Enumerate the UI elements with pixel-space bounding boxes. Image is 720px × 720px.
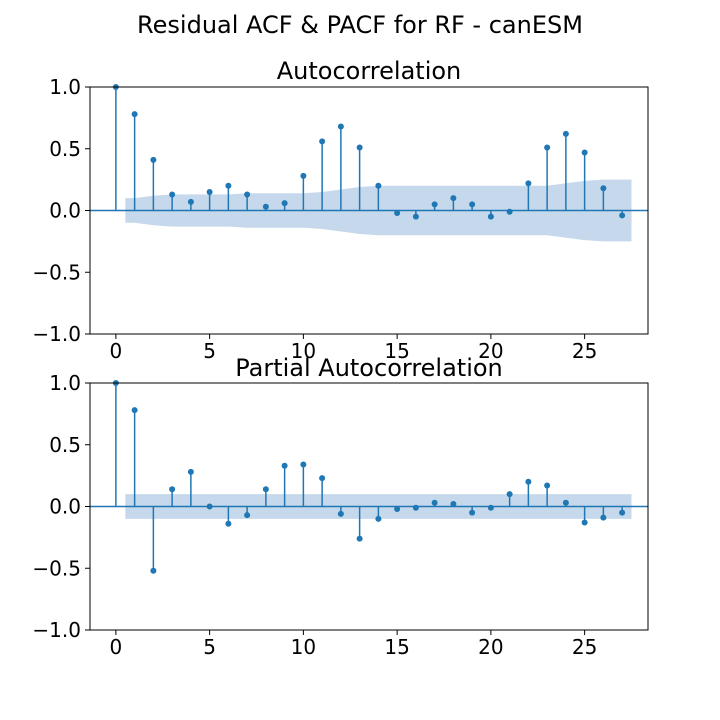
acf-marker-lag-5: [206, 188, 213, 195]
pacf-xtick-label-10: 10: [291, 635, 316, 659]
pacf-marker-lag-10: [300, 461, 307, 468]
pacf-marker-lag-5: [206, 503, 213, 510]
pacf-marker-lag-22: [525, 478, 532, 485]
pacf-marker-lag-4: [187, 468, 194, 475]
pacf-ytick-label-2: 0.0: [49, 495, 81, 519]
pacf-marker-lag-21: [506, 491, 513, 498]
pacf-title: Partial Autocorrelation: [235, 354, 503, 382]
acf-marker-lag-16: [412, 213, 419, 220]
pacf-marker-lag-16: [412, 504, 419, 511]
acf-marker-lag-18: [450, 195, 457, 202]
pacf-xtick-label-5: 5: [203, 635, 216, 659]
acf-xtick-label-25: 25: [572, 339, 597, 363]
pacf-xtick-label-20: 20: [478, 635, 503, 659]
acf-marker-lag-9: [281, 200, 288, 207]
acf-marker-lag-4: [187, 198, 194, 205]
acf-xtick-label-0: 0: [110, 339, 123, 363]
pacf-ytick-label-0: 1.0: [49, 371, 81, 395]
acf-marker-lag-7: [244, 191, 251, 198]
acf-ytick-label-2: 0.0: [49, 199, 81, 223]
pacf-xtick-label-25: 25: [572, 635, 597, 659]
acf-marker-lag-3: [169, 191, 176, 198]
pacf-ytick-label-4: −1.0: [32, 618, 81, 642]
pacf-marker-lag-12: [337, 510, 344, 517]
acf-marker-lag-15: [394, 209, 401, 216]
pacf-marker-lag-9: [281, 462, 288, 469]
acf-title: Autocorrelation: [277, 57, 462, 85]
pacf-ytick-label-1: 0.5: [49, 433, 81, 457]
pacf-marker-lag-25: [581, 519, 588, 526]
acf-ytick-label-1: 0.5: [49, 137, 81, 161]
acf-marker-lag-2: [150, 156, 157, 163]
acf-xtick-label-10: 10: [291, 339, 316, 363]
acf-ytick-label-0: 1.0: [49, 75, 81, 99]
pacf-marker-lag-11: [319, 475, 326, 482]
pacf-xtick-label-15: 15: [384, 635, 409, 659]
pacf-marker-lag-13: [356, 535, 363, 542]
acf-marker-lag-11: [319, 138, 326, 145]
acf-ytick-label-3: −0.5: [32, 260, 81, 284]
acf-marker-lag-6: [225, 182, 232, 189]
pacf-marker-lag-18: [450, 501, 457, 508]
acf-xtick-label-15: 15: [384, 339, 409, 363]
acf-marker-lag-20: [487, 213, 494, 220]
acf-marker-lag-19: [469, 201, 476, 208]
pacf-ytick-label-3: −0.5: [32, 556, 81, 580]
pacf-marker-lag-19: [469, 509, 476, 516]
pacf-marker-lag-17: [431, 499, 438, 506]
pacf-marker-lag-27: [619, 509, 626, 516]
acf-marker-lag-26: [600, 185, 607, 192]
pacf-marker-lag-7: [244, 512, 251, 519]
pacf-marker-lag-26: [600, 514, 607, 521]
pacf-marker-lag-23: [544, 482, 551, 489]
acf-marker-lag-23: [544, 144, 551, 151]
acf-xtick-label-5: 5: [203, 339, 216, 363]
acf-marker-lag-25: [581, 149, 588, 156]
acf-marker-lag-17: [431, 201, 438, 208]
acf-marker-lag-21: [506, 208, 513, 215]
figure-title: Residual ACF & PACF for RF - canESM: [137, 11, 583, 39]
pacf-marker-lag-1: [131, 407, 138, 414]
acf-marker-lag-27: [619, 212, 626, 219]
pacf-marker-lag-20: [487, 504, 494, 511]
pacf-marker-lag-6: [225, 520, 232, 527]
pacf-marker-lag-14: [375, 515, 382, 522]
pacf-marker-lag-24: [562, 499, 569, 506]
acf-xtick-label-20: 20: [478, 339, 503, 363]
acf-marker-lag-10: [300, 172, 307, 179]
acf-marker-lag-8: [262, 203, 269, 210]
acf-marker-lag-1: [131, 111, 138, 118]
acf-marker-lag-24: [562, 130, 569, 137]
acf-ytick-label-4: −1.0: [32, 322, 81, 346]
pacf-panel: Partial Autocorrelation 0 5 10 15 20 25 1.0 0.5…: [32, 354, 649, 659]
pacf-marker-lag-2: [150, 567, 157, 574]
pacf-marker-lag-3: [169, 486, 176, 493]
acf-marker-lag-13: [356, 144, 363, 151]
acf-panel: Autocorrelation 0 5 10 15 20 25 1.0 0.5 0.0 −0.5 −…: [32, 57, 649, 363]
pacf-marker-lag-15: [394, 505, 401, 512]
acf-marker-lag-22: [525, 180, 532, 187]
acf-marker-lag-12: [337, 123, 344, 130]
pacf-marker-lag-8: [262, 486, 269, 493]
pacf-xtick-label-0: 0: [110, 635, 123, 659]
acf-marker-lag-14: [375, 182, 382, 189]
